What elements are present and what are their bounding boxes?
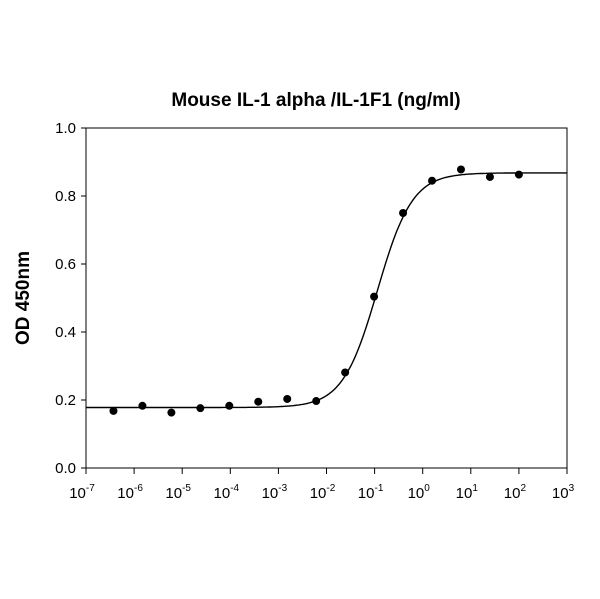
data-point	[167, 408, 176, 417]
x-tick-label: 101	[456, 483, 479, 502]
x-tick-label: 10-2	[310, 483, 336, 502]
x-tick-label: 10-3	[262, 483, 288, 502]
y-tick-label: 0.8	[55, 188, 76, 205]
x-tick-label: 10-1	[358, 483, 384, 502]
x-tick-label: 10-4	[214, 483, 240, 502]
data-point	[283, 394, 292, 403]
data-point	[456, 165, 465, 174]
data-point	[428, 176, 437, 185]
x-tick-label: 10-7	[69, 483, 95, 502]
data-point	[109, 406, 118, 415]
data-point	[485, 172, 494, 181]
y-tick-label: 0.0	[55, 460, 76, 477]
y-tick-label: 0.4	[55, 324, 76, 341]
data-point	[225, 401, 234, 410]
data-point	[138, 401, 147, 410]
y-tick-label: 0.6	[55, 256, 76, 273]
data-point	[399, 209, 408, 217]
y-tick-label: 1.0	[55, 120, 76, 137]
data-point	[312, 397, 321, 406]
x-tick-label: 10-5	[165, 483, 191, 502]
chart-title: Mouse IL-1 alpha /IL-1F1 (ng/ml)	[171, 90, 460, 111]
data-point	[514, 170, 523, 179]
x-tick-label: 10-6	[117, 483, 143, 502]
x-tick-label: 103	[552, 483, 575, 502]
data-point	[196, 404, 205, 413]
data-point	[370, 292, 379, 301]
x-tick-label: 100	[408, 483, 431, 502]
x-tick-label: 102	[504, 483, 527, 502]
fitted-curve	[86, 172, 567, 409]
y-axis-label: OD 450nm	[13, 251, 34, 345]
y-tick-label: 0.2	[55, 392, 76, 409]
data-point	[254, 397, 263, 406]
data-point	[341, 368, 350, 377]
plot-frame	[85, 127, 568, 469]
